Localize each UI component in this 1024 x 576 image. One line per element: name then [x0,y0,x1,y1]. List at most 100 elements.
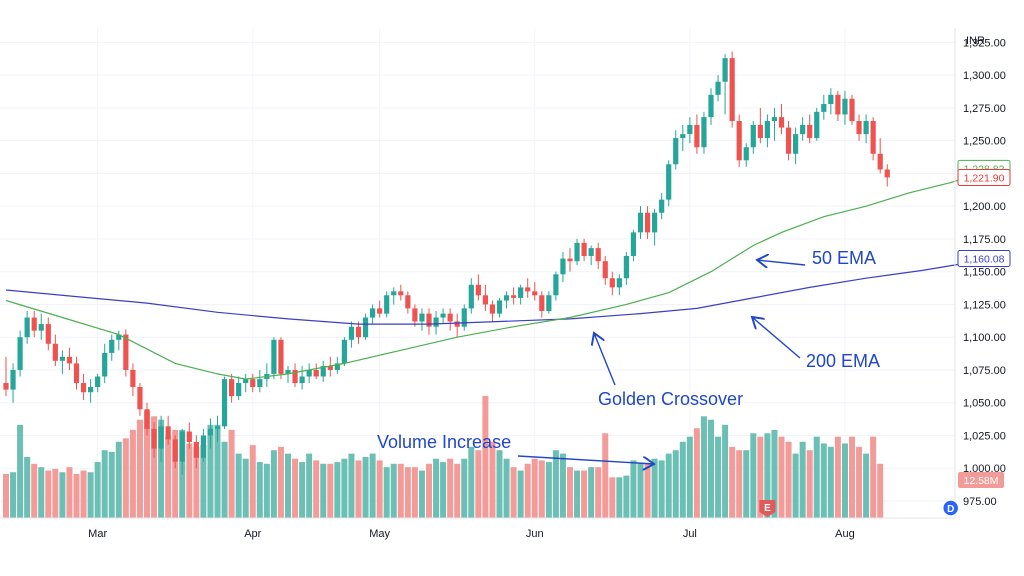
volume-bar [708,419,714,518]
volume-bar [101,450,108,518]
volume-bar [552,450,559,518]
candle-body [419,313,425,322]
candle-body [80,383,87,393]
volume-bar [771,429,778,518]
candle-body [771,117,778,122]
volume-bar [489,441,496,518]
annotation-arrow [594,333,616,386]
volume-bar [249,445,256,518]
volume-bar [341,458,348,518]
candle-body [17,337,23,370]
y-tick-label: 1,300.00 [963,70,1006,82]
candle-body [214,426,221,429]
volume-label: 12.58M [963,475,998,487]
volume-bar [165,436,172,518]
candle-body [489,304,496,314]
candle-body [412,308,418,322]
volume-bar [827,446,834,518]
candle-body [137,386,143,410]
y-tick-label: 1,075.00 [963,365,1006,377]
volume-bar [193,446,200,518]
volume-bar [348,453,355,518]
annotation-arrow [757,260,806,265]
candle-body [172,439,178,462]
y-tick-label: 1,150.00 [963,267,1006,279]
candle-body [398,291,404,296]
candle-body [327,366,333,370]
y-tick-label: 1,125.00 [963,299,1006,311]
volume-bar [355,460,362,518]
candle-body [341,339,347,364]
candle-body [200,435,206,458]
volume-bar [31,463,38,518]
volume-bar [616,477,623,518]
candle-body [673,138,679,165]
volume-bar [581,470,588,518]
volume-bar [729,446,736,518]
volume-bar [482,396,489,518]
x-tick-label: Jul [683,528,697,540]
volume-bar [411,467,418,518]
candle-body [800,124,806,135]
volume-bar [461,458,468,518]
volume-bar [383,467,390,518]
volume-bar [299,462,306,518]
candle-body [109,339,115,353]
volume-bar [334,462,341,518]
price-label-box [957,249,1011,267]
volume-bar [235,453,242,518]
volume-bar [404,467,411,518]
volume-bar [73,473,80,518]
volume-bar [574,470,581,518]
candle-body [553,274,559,296]
candle-body [828,94,834,104]
candle-body [652,212,658,233]
volume-bar [475,450,482,518]
volume-bar [736,450,743,518]
volume-bar [306,453,313,518]
volume-bar [757,436,764,518]
candle-body [165,426,171,440]
earnings-badge [759,500,776,517]
candle-body [59,356,65,361]
candle-body [722,58,728,82]
price-label-box [957,168,1011,186]
candle-body [151,428,157,449]
dividend-badge-label: D [947,504,954,515]
volume-bar [834,436,841,518]
candle-body [250,379,256,387]
volume-bar [263,463,270,518]
volume-bar [228,429,235,518]
volume-bar [186,443,193,518]
candle-body [518,287,524,298]
candle-body [743,147,749,161]
volume-bar [510,467,517,518]
volume-bar [362,457,369,518]
candle-body [179,431,185,462]
volume-bar [700,416,707,518]
volume-bar [214,424,221,518]
volume-bar [672,450,679,518]
volume-bar [59,472,66,518]
candle-body [595,248,601,262]
candle-body [546,295,552,311]
candle-body [320,366,326,377]
volume-label-box [958,472,1004,488]
y-tick-label: 1,325.00 [963,37,1006,49]
candle-body [588,248,594,256]
volume-bar [785,441,792,518]
candle-body [785,127,792,154]
volume-bar [468,446,475,518]
candle-body [532,291,538,296]
volume-bar [172,429,179,518]
candle-body [447,313,453,322]
candle-body [278,339,284,374]
volume-bar [221,441,228,518]
candle-body [666,164,672,200]
volume-bar [715,436,722,518]
volume-bar [87,472,94,518]
volume-bar [658,460,665,518]
candle-body [729,58,735,122]
volume-bar [38,467,45,518]
